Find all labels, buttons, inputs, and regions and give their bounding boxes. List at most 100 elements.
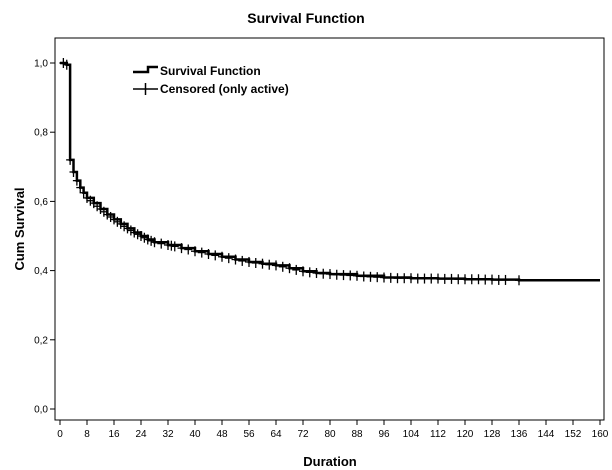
y-tick-label: 0,4 <box>34 266 48 277</box>
censor-mark <box>170 241 179 252</box>
censor-mark <box>177 243 186 254</box>
censor-mark <box>231 254 240 265</box>
censor-mark <box>218 251 226 262</box>
x-tick-label: 144 <box>538 429 555 440</box>
censor-mark <box>140 232 149 243</box>
censor-mark <box>133 229 142 240</box>
x-tick-label: 120 <box>457 429 474 440</box>
censor-marks <box>59 58 523 286</box>
legend-censored-label: Censored (only active) <box>160 82 289 96</box>
censor-mark <box>184 244 193 255</box>
censor-mark <box>501 274 510 285</box>
x-tick-label: 40 <box>189 429 201 440</box>
x-axis-ticks: 0 8 16 24 32 40 48 56 64 72 80 88 96 104 112 120 128 136 1… <box>57 420 609 440</box>
censor-mark <box>137 231 145 241</box>
x-tick-label: 80 <box>324 429 336 440</box>
censor-mark <box>113 216 122 227</box>
censor-mark <box>285 263 294 274</box>
censor-mark <box>224 253 233 264</box>
x-tick-label: 112 <box>430 429 446 440</box>
censor-mark <box>346 270 355 281</box>
censor-mark <box>481 274 490 285</box>
censor-mark <box>312 268 321 279</box>
censor-mark <box>76 182 85 193</box>
censor-mark <box>106 211 115 222</box>
censor-mark <box>272 260 280 271</box>
censor-mark <box>258 258 267 269</box>
censor-mark <box>265 259 274 270</box>
censor-mark <box>59 58 68 68</box>
chart-title: Survival Function <box>247 10 365 26</box>
censor-mark <box>245 256 253 267</box>
censor-mark <box>474 274 483 285</box>
x-tick-label: 72 <box>297 429 309 440</box>
censor-mark <box>494 274 503 285</box>
censor-mark <box>467 274 476 285</box>
censor-mark <box>447 273 456 284</box>
censor-mark <box>167 240 176 251</box>
censor-mark <box>110 214 118 225</box>
y-tick-label: 0,0 <box>34 405 48 416</box>
censor-mark <box>366 271 375 282</box>
censor-mark <box>130 227 139 238</box>
plot-frame <box>54 37 605 421</box>
y-axis-label: Cum Survival <box>12 187 27 270</box>
censor-mark <box>204 248 213 259</box>
censor-mark <box>319 268 328 279</box>
censor-mark <box>413 273 422 284</box>
censor-mark <box>461 274 469 285</box>
y-tick-label: 0,8 <box>34 128 48 139</box>
y-tick-label: 1,0 <box>34 59 48 70</box>
censor-mark <box>157 238 166 249</box>
x-tick-label: 8 <box>84 429 90 440</box>
censor-mark <box>386 272 395 283</box>
censor-mark <box>373 272 382 283</box>
censor-mark <box>143 234 152 245</box>
censor-mark <box>299 266 307 277</box>
censor-mark <box>292 264 301 275</box>
censor-mark <box>420 273 429 284</box>
censor-mark <box>380 272 388 283</box>
censor-mark <box>427 273 436 284</box>
censor-mark <box>147 235 156 246</box>
censor-mark <box>126 225 135 236</box>
censor-mark <box>488 274 496 285</box>
censor-mark <box>69 166 78 177</box>
x-tick-label: 136 <box>511 429 528 440</box>
legend: Survival Function Censored (only active) <box>133 64 289 96</box>
x-tick-label: 152 <box>565 429 582 440</box>
censor-mark <box>116 218 125 229</box>
censor-mark <box>454 274 463 285</box>
y-tick-label: 0,2 <box>34 335 48 346</box>
x-tick-label: 24 <box>135 429 147 440</box>
censor-mark <box>120 221 129 232</box>
censor-mark <box>79 187 88 198</box>
censor-mark <box>211 250 220 261</box>
censor-mark <box>434 273 442 284</box>
censor-mark <box>332 269 341 280</box>
censor-mark <box>339 270 348 281</box>
censor-mark <box>191 246 199 257</box>
censor-mark <box>393 273 402 284</box>
x-tick-label: 64 <box>270 429 282 440</box>
censor-mark <box>407 273 415 284</box>
x-tick-label: 16 <box>108 429 120 440</box>
x-tick-label: 48 <box>216 429 228 440</box>
x-tick-label: 160 <box>592 429 609 440</box>
censor-mark <box>238 255 247 266</box>
censor-mark <box>72 175 81 186</box>
censor-mark <box>103 209 112 220</box>
censor-mark <box>515 275 523 286</box>
legend-survival-label: Survival Function <box>160 64 261 78</box>
censor-mark <box>305 267 314 278</box>
y-tick-label: 0,6 <box>34 197 48 208</box>
y-axis-ticks: 0,0 0,2 0,4 0,6 0,8 1,0 <box>34 59 55 416</box>
censor-mark <box>359 271 368 282</box>
censor-mark <box>164 239 172 250</box>
x-tick-label: 56 <box>243 429 255 440</box>
censor-mark <box>353 270 361 281</box>
censor-mark <box>86 195 95 206</box>
censor-mark <box>400 273 409 284</box>
censor-mark <box>150 237 159 248</box>
